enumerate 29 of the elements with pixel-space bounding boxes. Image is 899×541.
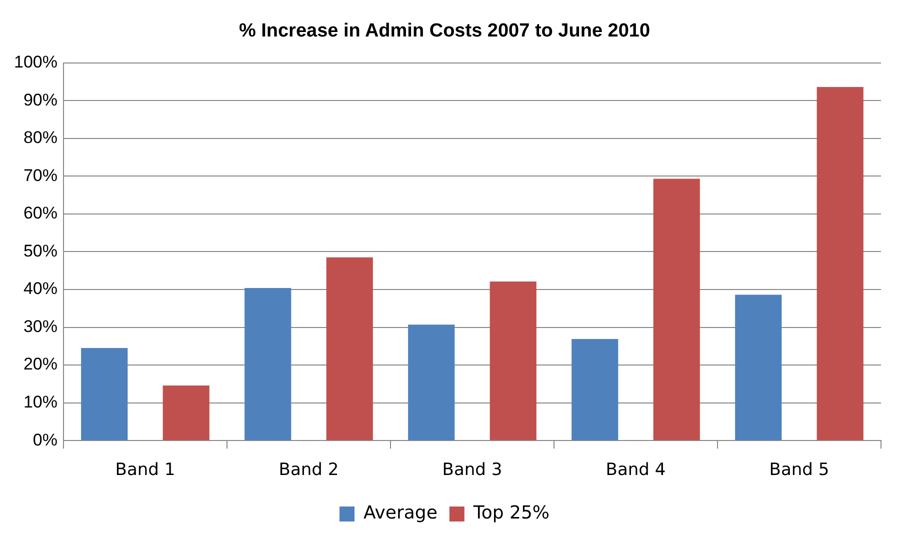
bar bbox=[326, 257, 373, 440]
bar bbox=[408, 324, 455, 440]
bar bbox=[816, 86, 864, 440]
y-tick-label: 50% bbox=[23, 241, 58, 260]
y-tick-label: 60% bbox=[23, 204, 58, 223]
y-tick-label: 100% bbox=[14, 52, 58, 72]
bar bbox=[490, 282, 536, 440]
y-tick-label: 90% bbox=[23, 90, 58, 110]
legend-label: Average bbox=[363, 502, 438, 524]
legend-label: Top 25% bbox=[472, 502, 550, 524]
bar bbox=[735, 294, 782, 440]
x-tick-label: Band 1 bbox=[115, 460, 176, 480]
x-tick-label: Band 3 bbox=[442, 460, 502, 480]
bar bbox=[81, 348, 128, 440]
x-tick-label: Band 4 bbox=[606, 460, 666, 480]
y-tick-label: 70% bbox=[23, 166, 58, 185]
y-tick-label: 10% bbox=[23, 392, 58, 412]
x-tick-label: Band 2 bbox=[278, 460, 339, 480]
y-tick-label: 80% bbox=[23, 128, 58, 148]
y-tick-label: 0% bbox=[32, 430, 58, 450]
y-tick-label: 20% bbox=[23, 354, 58, 374]
chart-title: % Increase in Admin Costs 2007 to June 2010 bbox=[238, 20, 650, 42]
bar bbox=[572, 338, 618, 440]
bar bbox=[244, 288, 292, 440]
bar bbox=[162, 385, 210, 440]
x-tick-label: Band 5 bbox=[769, 460, 830, 480]
y-tick-label: 40% bbox=[23, 279, 58, 298]
y-tick-label: 30% bbox=[23, 316, 58, 336]
bar bbox=[653, 178, 700, 440]
